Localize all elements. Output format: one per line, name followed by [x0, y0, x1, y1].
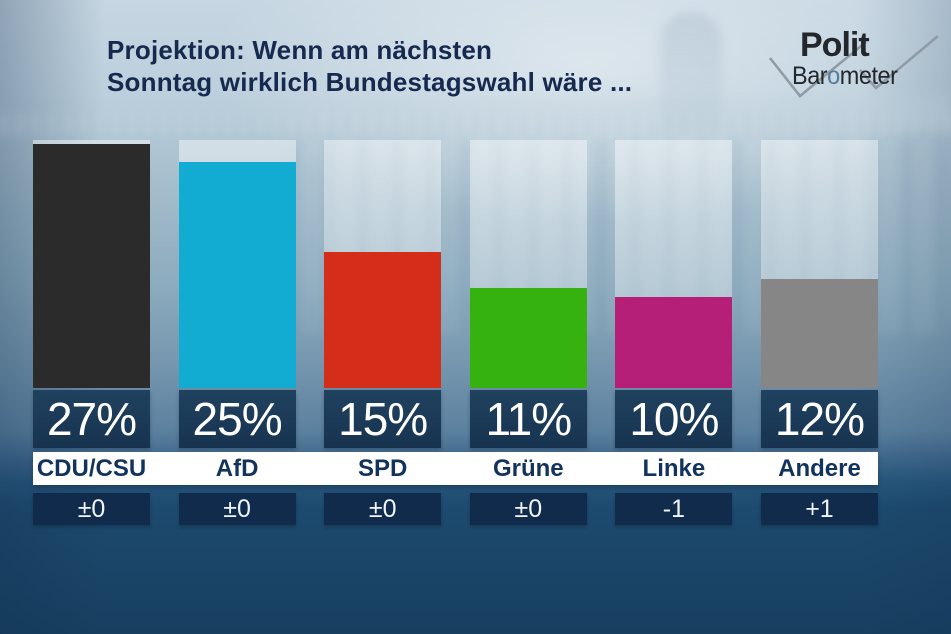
checkmark-icon	[768, 35, 939, 98]
chart-title-line1: Projektion: Wenn am nächsten	[107, 35, 493, 65]
value-box: 11%	[469, 390, 587, 448]
logo-word-polit: Polit	[800, 26, 870, 64]
party-column: 11% Grüne ±0	[469, 140, 587, 525]
chart-title: Projektion: Wenn am nächsten Sonntag wir…	[107, 34, 632, 98]
change-box: ±0	[469, 493, 587, 525]
change-label: ±0	[514, 494, 543, 523]
bar-track	[178, 140, 296, 388]
politbarometer-logo: Polit Barometer	[766, 24, 946, 106]
bar-track	[33, 140, 150, 388]
party-column: 12% Andere +1	[760, 140, 878, 525]
party-name-label: SPD	[358, 455, 408, 482]
party-name-label: CDU/CSU	[36, 455, 147, 482]
party-bar	[469, 288, 587, 388]
party-column: 10% Linke -1	[615, 140, 733, 525]
change-label: ±0	[223, 494, 251, 523]
party-column: 27% CDU/CSU ±0	[33, 140, 150, 525]
party-name-label: Andere	[778, 455, 861, 482]
bar-track	[469, 140, 587, 388]
value-box: 12%	[760, 390, 878, 448]
party-column: 15% SPD ±0	[324, 140, 442, 525]
party-name-label: Linke	[642, 455, 706, 482]
party-bar	[615, 297, 733, 388]
value-label: 15%	[338, 393, 428, 445]
value-label: 25%	[192, 393, 283, 445]
value-box: 27%	[33, 390, 150, 448]
value-box: 15%	[324, 390, 442, 448]
bar-track	[615, 140, 733, 388]
party-name-label: Grüne	[492, 455, 564, 482]
change-box: +1	[760, 493, 878, 525]
logo-accent-o: o	[827, 62, 840, 90]
party-label-strip	[33, 452, 878, 485]
change-box: ±0	[33, 493, 150, 525]
value-label: 10%	[629, 393, 719, 445]
party-bar	[760, 279, 878, 388]
logo-word-barometer: Barometer	[792, 62, 898, 90]
party-bar	[324, 252, 442, 388]
change-label: ±0	[368, 494, 397, 523]
value-box: 10%	[615, 390, 733, 448]
change-label: ±0	[77, 494, 106, 523]
party-name-label: AfD	[215, 455, 259, 482]
bar-track	[760, 140, 878, 388]
value-label: 11%	[485, 393, 572, 445]
chart-title-line2: Sonntag wirklich Bundestagswahl wäre ...	[107, 67, 633, 97]
change-label: -1	[662, 494, 685, 523]
change-box: ±0	[178, 493, 296, 525]
change-box: ±0	[324, 493, 442, 525]
change-box: -1	[615, 493, 733, 525]
bar-chart: 27% CDU/CSU ±0 25% AfD ±0 15	[33, 140, 878, 525]
bar-track	[324, 140, 442, 388]
value-box: 25%	[178, 390, 296, 448]
party-bar	[33, 144, 150, 388]
value-label: 12%	[774, 393, 865, 445]
party-bar	[178, 162, 296, 388]
value-label: 27%	[46, 393, 137, 445]
change-label: +1	[805, 494, 834, 523]
party-column: 25% AfD ±0	[178, 140, 296, 525]
